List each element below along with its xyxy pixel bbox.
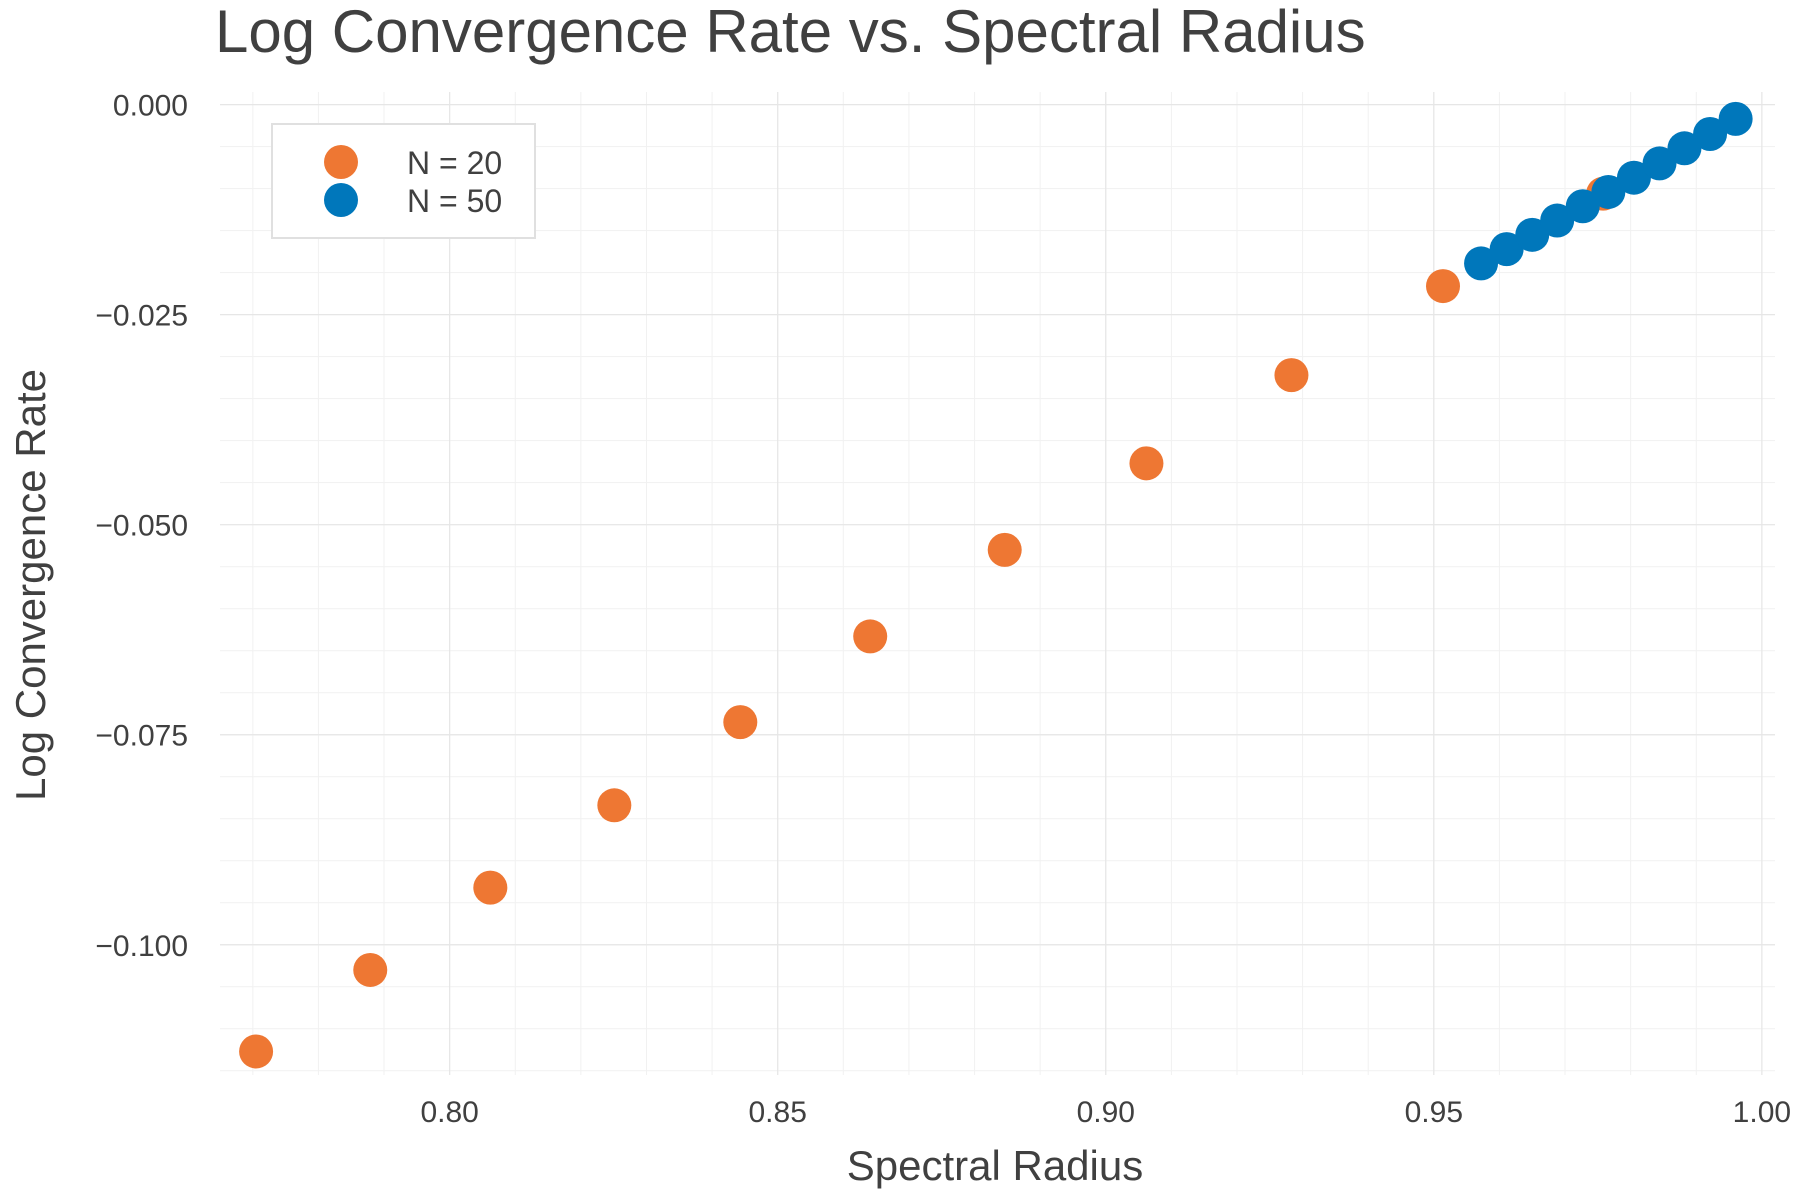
legend-box — [271, 123, 536, 239]
data-point-n50 — [1642, 146, 1677, 181]
data-point-n50 — [1515, 217, 1550, 252]
data-point-n20 — [239, 1034, 274, 1069]
x-tick-label: 1.00 — [1733, 1096, 1791, 1129]
data-point-n20 — [353, 952, 388, 987]
data-point-n20 — [987, 532, 1022, 567]
data-point-n50 — [1540, 203, 1575, 238]
grid — [220, 92, 1775, 1075]
data-point-n20 — [1426, 269, 1461, 304]
y-tick-label: 0.000 — [113, 90, 188, 123]
data-point-n20 — [723, 705, 758, 740]
y-tick-label: −0.100 — [95, 930, 188, 963]
data-point-n20 — [473, 870, 508, 905]
data-point-n50 — [1489, 232, 1524, 267]
data-point-n20 — [1274, 358, 1309, 393]
legend-label-n20: N = 20 — [407, 145, 502, 181]
data-point-n20 — [597, 788, 632, 823]
data-point-n50 — [1718, 101, 1753, 136]
x-tick-label: 0.85 — [749, 1096, 807, 1129]
legend-label-n50: N = 50 — [407, 183, 502, 219]
data-point-n50 — [1565, 189, 1600, 224]
data-point-n50 — [1616, 160, 1651, 195]
chart-title: Log Convergence Rate vs. Spectral Radius — [215, 0, 1366, 65]
data-point-n50 — [1591, 174, 1626, 209]
tick-labels: 0.80 0.85 0.90 0.95 1.00 0.000 −0.025 −0.050 −0.… — [95, 90, 1791, 1129]
legend: N = 20 N = 50 — [271, 123, 536, 239]
x-tick-label: 0.95 — [1405, 1096, 1463, 1129]
legend-marker-n20 — [324, 145, 358, 179]
legend-marker-n50 — [324, 183, 358, 217]
y-tick-label: −0.075 — [95, 720, 188, 753]
data-points — [239, 101, 1753, 1069]
x-axis-label: Spectral Radius — [847, 1142, 1143, 1189]
data-point-n20 — [1129, 446, 1164, 481]
x-tick-label: 0.80 — [420, 1096, 478, 1129]
y-axis-label: Log Convergence Rate — [7, 369, 54, 801]
data-point-n50 — [1667, 131, 1702, 166]
data-point-n50 — [1693, 117, 1728, 152]
data-point-n50 — [1464, 246, 1499, 281]
y-tick-label: −0.050 — [95, 510, 188, 543]
data-point-n20 — [853, 619, 888, 654]
x-tick-label: 0.90 — [1077, 1096, 1135, 1129]
y-tick-label: −0.025 — [95, 300, 188, 333]
